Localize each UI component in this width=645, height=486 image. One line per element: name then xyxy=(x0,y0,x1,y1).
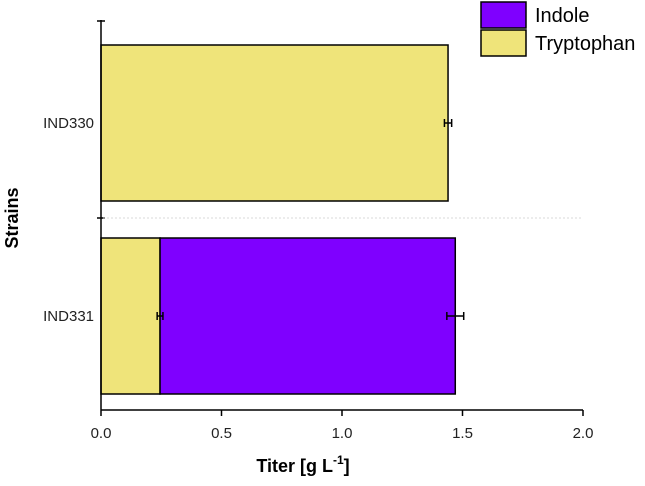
x-axis-title: Titer [g L-1] xyxy=(256,453,349,476)
bars-layer xyxy=(100,44,465,395)
bar-tryptophan-ind330 xyxy=(100,44,449,202)
x-tick-label: 1.0 xyxy=(332,425,353,442)
x-tick-label: 0.0 xyxy=(91,425,112,442)
x-tick-label: 0.5 xyxy=(211,425,232,442)
x-ticks: 0.0 0.5 1.0 1.5 2.0 xyxy=(91,410,594,442)
legend-swatch-indole xyxy=(480,1,527,29)
legend-swatch-tryptophan xyxy=(480,29,527,57)
x-tick-label: 1.5 xyxy=(452,425,473,442)
y-category-labels: IND330 IND331 xyxy=(43,115,94,325)
y-category-label: IND330 xyxy=(43,115,94,132)
legend-label-indole: Indole xyxy=(535,5,590,27)
y-category-label: IND331 xyxy=(43,308,94,325)
bar-indole-ind331 xyxy=(159,237,457,395)
bar-tryptophan-ind331 xyxy=(100,237,161,395)
y-axis-title: Strains xyxy=(2,187,22,248)
x-tick-label: 2.0 xyxy=(573,425,594,442)
legend-label-tryptophan: Tryptophan xyxy=(535,33,635,55)
legend: Indole Tryptophan xyxy=(480,1,635,57)
